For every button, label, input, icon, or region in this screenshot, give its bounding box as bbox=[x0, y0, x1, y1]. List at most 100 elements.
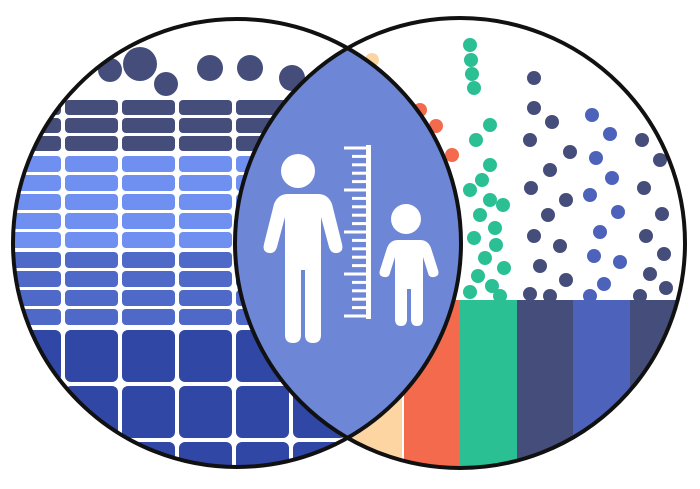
left-circle-outline bbox=[11, 17, 463, 469]
ruler-tick bbox=[352, 213, 368, 217]
tile bbox=[65, 232, 118, 248]
right-circle-outline bbox=[233, 16, 687, 470]
big-tile bbox=[179, 442, 232, 467]
scatter-dot bbox=[543, 289, 557, 303]
scatter-dot bbox=[635, 133, 649, 147]
tile bbox=[122, 232, 175, 248]
scatter-dot bbox=[589, 151, 603, 165]
scatter-dot bbox=[533, 259, 547, 273]
ruler-tick bbox=[352, 205, 368, 209]
scatter-dot bbox=[653, 153, 667, 167]
bar bbox=[460, 300, 517, 468]
tile bbox=[13, 252, 61, 268]
scatter-dot bbox=[543, 163, 557, 177]
scatter-dot bbox=[483, 118, 497, 132]
tile bbox=[13, 232, 61, 248]
child-icon bbox=[379, 204, 439, 326]
tile bbox=[179, 252, 232, 268]
scatter-dot bbox=[445, 148, 459, 162]
ruler-tick bbox=[352, 297, 368, 301]
tile bbox=[179, 232, 232, 248]
scatter-dot bbox=[463, 38, 477, 52]
ruler-tick bbox=[352, 171, 368, 175]
tile bbox=[13, 213, 61, 229]
scatter-dot bbox=[637, 181, 651, 195]
scatter-dot bbox=[545, 115, 559, 129]
top-dot bbox=[154, 72, 178, 96]
ruler-tick bbox=[352, 247, 368, 251]
tile bbox=[179, 175, 232, 191]
scatter-dot bbox=[611, 205, 625, 219]
ruler-tick bbox=[352, 196, 368, 200]
scatter-dot bbox=[465, 67, 479, 81]
scatter-dot bbox=[527, 71, 541, 85]
ruler-tick bbox=[352, 289, 368, 293]
scatter-dot bbox=[478, 251, 492, 265]
scatter-dot bbox=[497, 261, 511, 275]
scatter-dot bbox=[471, 269, 485, 283]
scatter-dot bbox=[527, 101, 541, 115]
big-tile bbox=[122, 330, 175, 382]
scatter-dot bbox=[463, 285, 477, 299]
tile bbox=[122, 290, 175, 306]
tile bbox=[179, 271, 232, 287]
tile bbox=[65, 271, 118, 287]
big-tile bbox=[122, 386, 175, 438]
tile bbox=[65, 213, 118, 229]
big-tile bbox=[236, 386, 289, 438]
tile bbox=[179, 100, 232, 115]
tile bbox=[179, 136, 232, 151]
scatter-dot bbox=[469, 133, 483, 147]
scatter-dot bbox=[463, 183, 477, 197]
adult-head bbox=[281, 154, 315, 188]
scatter-dot bbox=[585, 108, 599, 122]
scatter-dot bbox=[559, 273, 573, 287]
scatter-dot bbox=[485, 279, 499, 293]
scatter-dot bbox=[633, 289, 647, 303]
scatter-dot bbox=[524, 181, 538, 195]
ruler-tick bbox=[352, 180, 368, 184]
tile bbox=[65, 136, 118, 151]
bar bbox=[517, 300, 574, 468]
scatter-dot bbox=[496, 198, 510, 212]
ruler-tick bbox=[344, 314, 368, 318]
scatter-dot bbox=[639, 229, 653, 243]
scatter-dot bbox=[583, 289, 597, 303]
ruler-tick bbox=[352, 306, 368, 310]
scatter-dot bbox=[527, 229, 541, 243]
scatter-dot bbox=[603, 127, 617, 141]
scatter-dot bbox=[605, 171, 619, 185]
scatter-dot bbox=[464, 53, 478, 67]
tile bbox=[122, 213, 175, 229]
ruler-tick bbox=[352, 222, 368, 226]
tile bbox=[65, 156, 118, 172]
top-dot bbox=[197, 55, 223, 81]
tile bbox=[122, 118, 175, 133]
scatter-dot bbox=[597, 277, 611, 291]
scatter-dot bbox=[659, 281, 673, 295]
adult-icon bbox=[263, 154, 343, 343]
tile bbox=[179, 309, 232, 325]
scatter-dot bbox=[473, 208, 487, 222]
tile bbox=[65, 252, 118, 268]
scatter-dot bbox=[493, 289, 507, 303]
scatter-dot bbox=[523, 287, 537, 301]
tile bbox=[65, 175, 118, 191]
tile bbox=[179, 290, 232, 306]
scatter-dot bbox=[488, 221, 502, 235]
ruler-tick bbox=[344, 146, 368, 150]
tile bbox=[65, 118, 118, 133]
scatter-dot bbox=[583, 188, 597, 202]
tile bbox=[65, 290, 118, 306]
scatter-dot bbox=[541, 208, 555, 222]
tile bbox=[179, 213, 232, 229]
tile bbox=[122, 136, 175, 151]
top-dot bbox=[237, 55, 263, 81]
tile bbox=[13, 194, 61, 210]
tile bbox=[122, 175, 175, 191]
big-tile bbox=[65, 330, 118, 382]
ruler-tick bbox=[352, 255, 368, 259]
ruler-tick bbox=[344, 188, 368, 192]
tile bbox=[179, 156, 232, 172]
